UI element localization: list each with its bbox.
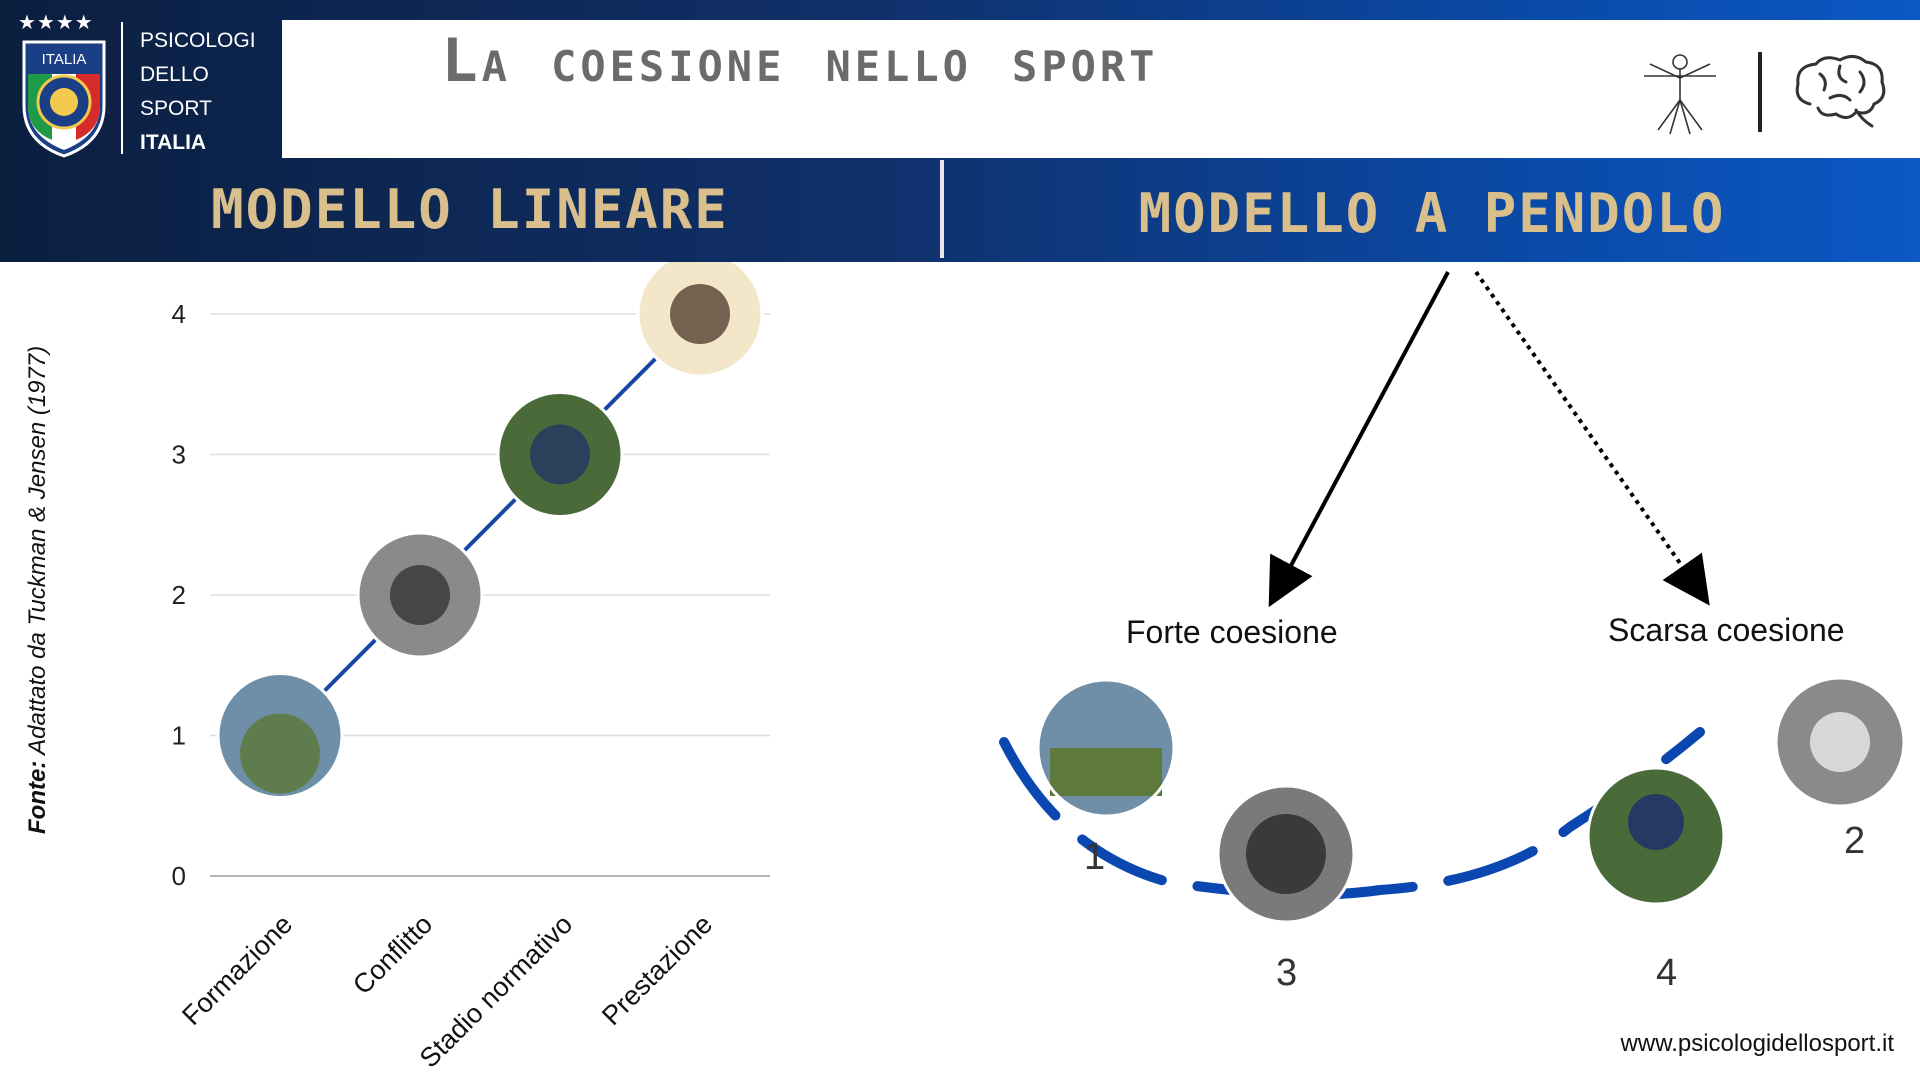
section-title-linear: MODELLO LINEARE — [211, 178, 729, 241]
x-tick-label: Conflitto — [347, 909, 438, 1000]
position-number-4: 4 — [1656, 952, 1678, 994]
x-tick-label: Prestazione — [596, 909, 718, 1031]
x-tick-label: Stadio normativo — [414, 909, 578, 1073]
y-tick-label: 2 — [172, 580, 186, 610]
page-title: La coesione nello sport — [441, 26, 1159, 96]
data-point-photo-detail — [240, 713, 320, 794]
website-link[interactable]: www.psicologidellosport.it — [1620, 1030, 1894, 1057]
x-tick-label: Formazione — [176, 909, 298, 1031]
position-number-1: 1 — [1084, 836, 1106, 878]
data-point-photo-detail — [670, 284, 730, 344]
org-line-4: ITALIA — [140, 131, 207, 154]
arrow-strong-cohesion — [1268, 271, 1450, 608]
y-tick-label: 1 — [172, 721, 186, 751]
vitruvian-man-icon — [1644, 54, 1716, 135]
data-point-photo-detail — [530, 424, 590, 485]
label-strong-cohesion: Forte coesione — [1126, 614, 1338, 650]
y-tick-label: 0 — [172, 861, 186, 891]
position-number-2: 2 — [1844, 820, 1866, 862]
pendulum-photo-4 — [1586, 766, 1726, 906]
pendulum-diagram — [999, 270, 1906, 924]
org-line-2: DELLO — [140, 63, 209, 86]
pendulum-photo-3 — [1216, 784, 1356, 924]
series-line — [278, 312, 702, 737]
pendulum-photo-1 — [1036, 678, 1176, 818]
data-point-photo-detail — [390, 565, 450, 625]
stars-icon: ★★★★ — [18, 12, 94, 34]
logo-divider — [121, 22, 123, 154]
arrow-weak-cohesion — [1474, 270, 1710, 606]
pendulum-photo-2 — [1774, 676, 1906, 808]
section-divider — [940, 160, 944, 258]
org-line-3: SPORT — [140, 97, 212, 120]
org-line-1: PSICOLOGI — [140, 29, 256, 52]
y-tick-label: 3 — [172, 440, 186, 470]
section-title-pendulum: MODELLO A PENDOLO — [1138, 182, 1726, 245]
shield-logo-icon: ITALIA — [22, 40, 106, 158]
position-number-3: 3 — [1276, 952, 1298, 994]
shield-text: ITALIA — [42, 51, 87, 68]
label-weak-cohesion: Scarsa coesione — [1608, 612, 1845, 648]
org-name: PSICOLOGI DELLO SPORT ITALIA — [140, 24, 256, 160]
title-icon-divider — [1758, 52, 1762, 132]
brain-icon — [1795, 55, 1886, 128]
y-tick-label: 4 — [172, 299, 186, 329]
title-box — [282, 20, 1920, 158]
